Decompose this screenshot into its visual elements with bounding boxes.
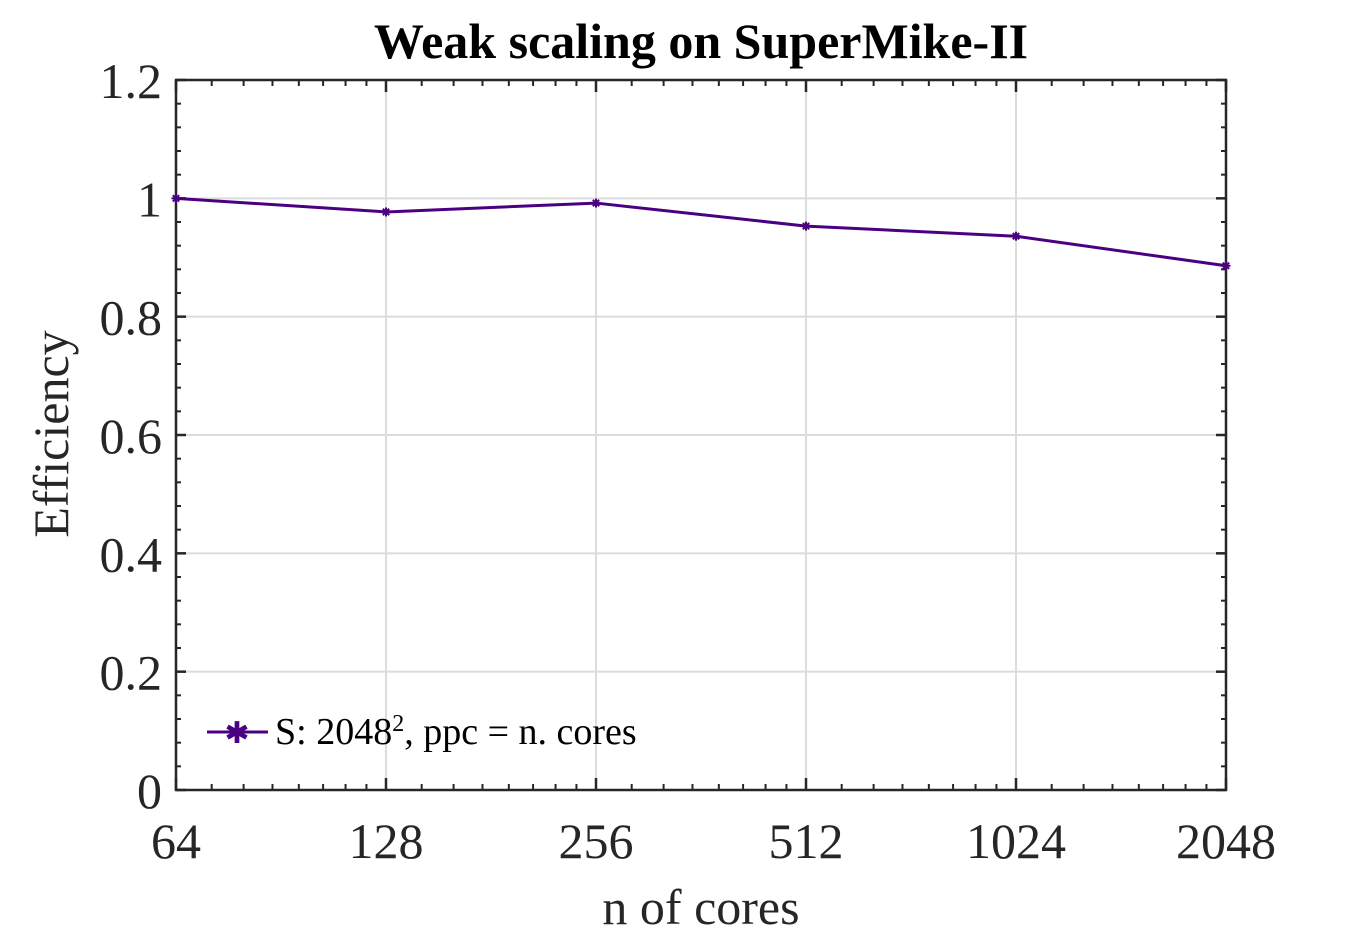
plot-frame [174,78,1228,792]
chart-title: Weak scaling on SuperMike-II [374,13,1028,69]
legend-label-suffix: , ppc = n. cores [404,711,636,753]
y-tick-label: 0.8 [100,290,163,346]
x-tick-label: 64 [151,813,201,869]
x-axis-label: n of cores [602,879,799,935]
x-tick-label: 128 [349,813,424,869]
x-tick-label: 256 [559,813,634,869]
y-tick-label: 0.4 [100,526,163,582]
y-tick-labels: 0 0.2 0.4 0.6 0.8 1 1.2 [100,53,163,819]
y-tick-label: 0.6 [100,408,163,464]
legend-label-prefix: S: 2048 [275,711,392,753]
legend: ✱ S: 20482, ppc = n. cores [207,711,637,753]
data-point [591,198,601,208]
grid [176,80,1226,790]
data-point [171,193,181,203]
x-tick-labels: 64 128 256 512 1024 2048 [151,813,1276,869]
x-tick-label: 1024 [966,813,1066,869]
series-group [171,193,1231,271]
x-tick-label: 2048 [1176,813,1276,869]
data-point-stroke [592,199,600,207]
data-point-stroke [382,208,390,216]
legend-label-sup: 2 [392,711,404,737]
series-line [175,196,1227,268]
data-point [801,221,811,231]
data-point [1011,231,1021,241]
y-tick-label: 0.2 [100,645,163,701]
x-tick-label: 512 [769,813,844,869]
data-point-stroke [172,194,180,203]
y-tick-label: 1 [137,171,162,227]
legend-marker: ✱ [224,716,249,751]
y-axis-label: Efficiency [23,330,79,537]
data-point-stroke [1012,232,1020,241]
data-point-stroke [1222,261,1230,270]
y-tick-label: 1.2 [100,53,163,109]
y-tick-label: 0 [137,763,162,819]
data-point-stroke [802,222,810,231]
legend-label: S: 20482, ppc = n. cores [275,711,637,753]
data-point [1221,261,1231,271]
data-point [381,207,391,217]
